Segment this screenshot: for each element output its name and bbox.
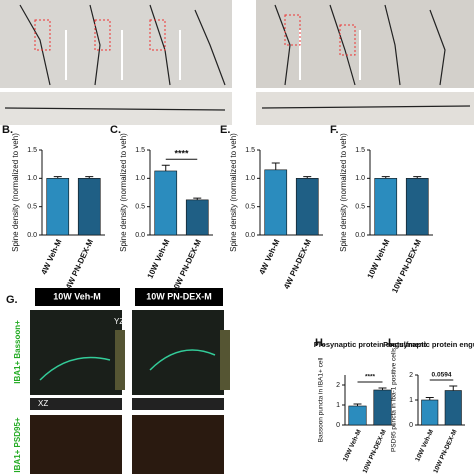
view-label: XZ [38,399,48,408]
error-bar [193,197,202,200]
bar [373,389,392,426]
y-tick-label: 0 [409,422,413,429]
y-tick-label: 0.0 [135,232,145,239]
bar [295,178,319,236]
error-bar [413,176,422,179]
y-axis-label: Bassoon puncta in IBA1+ cell [318,357,325,442]
error-bar [381,176,390,179]
y-axis-label: Spine density (normalized to veh) [11,133,20,252]
x-tick-label: 4W PN-DEX-M [282,238,313,291]
y-tick-label: 0.0 [245,232,255,239]
significance-label: **** [174,149,189,159]
bar [405,178,429,236]
bar [185,199,209,236]
x-tick-label: 10W PN-DEX-M [362,429,388,474]
panel-label: F. [330,124,339,136]
y-tick-label: 1.0 [135,175,145,182]
error-bar [53,176,62,179]
view-label: YZ [114,317,124,326]
y-tick-label: 0.5 [245,204,255,211]
panel-label: H. [315,337,326,349]
row-label: IBA1+ Bassoon+ [13,320,22,384]
panel-label: E. [220,124,230,136]
y-tick-label: 1.5 [27,147,37,154]
y-tick-label: 1.5 [245,147,255,154]
bar [46,178,70,236]
y-tick-label: 0.0 [27,232,37,239]
y-tick-label: 1 [336,402,340,409]
column-header: 10W Veh-M [53,291,101,301]
x-tick-label: 10W Veh-M [365,238,391,280]
y-tick-label: 1.0 [245,175,255,182]
y-tick-label: 1.5 [355,147,365,154]
x-tick-label: 10W PN-DEX-M [170,238,203,295]
x-tick-label: 4W Veh-M [39,238,63,276]
bar [374,178,398,236]
panel-label: I. [388,337,394,349]
bar [77,178,101,236]
y-tick-label: 1.0 [355,175,365,182]
x-tick-label: 4W Veh-M [257,238,281,276]
error-bar [85,176,94,179]
y-tick-label: 0.5 [27,204,37,211]
y-tick-label: 2 [409,372,413,379]
y-tick-label: 0.0 [355,232,365,239]
y-tick-label: 0 [336,422,340,429]
column-header: 10W PN-DEX-M [146,291,212,301]
y-tick-label: 1.5 [135,147,145,154]
bar [348,405,367,426]
bar [154,170,178,236]
error-bar [303,176,312,179]
error-bar [449,385,458,391]
x-tick-label: 10W Veh-M [145,238,171,280]
error-bar [425,397,434,400]
panel-label: G. [6,294,18,306]
error-bar [271,162,280,170]
y-tick-label: 2 [336,382,340,389]
micrographs-g [30,288,230,474]
bar [444,390,462,426]
y-tick-label: 0.5 [355,204,365,211]
significance-label: 0.0594 [432,372,452,379]
chart-title: Presynaptic protein engulfment [314,340,427,349]
x-tick-label: 10W PN-DEX-M [390,238,423,295]
error-bar [353,403,362,406]
x-tick-label: 10W Veh-M [414,429,435,463]
error-bar [378,387,387,390]
y-axis-label: Spine density (normalized to veh) [339,133,348,252]
row-label: IBA1+ PSD95+ [13,417,22,472]
error-bar [161,164,170,171]
bar [421,399,439,426]
y-axis-label: Spine density (normalized to veh) [229,133,238,252]
chart-title: Postsynaptic protein engulfment [383,340,474,349]
y-tick-label: 1.0 [27,175,37,182]
y-axis-label: PSD95 puncta in Iba-1 positive cells [391,347,398,452]
panel-label: C. [110,124,121,136]
x-tick-label: 10W Veh-M [342,429,363,463]
bar [264,169,288,236]
y-axis-label: Spine density (normalized to veh) [119,133,128,252]
significance-label: **** [365,374,376,381]
micrographs-top [0,0,474,125]
panel-label: B. [2,124,13,136]
x-tick-label: 10W PN-DEX-M [432,429,458,474]
y-tick-label: 0.5 [135,204,145,211]
y-tick-label: 1 [409,397,413,404]
x-tick-label: 4W PN-DEX-M [64,238,95,291]
